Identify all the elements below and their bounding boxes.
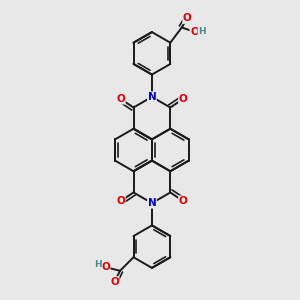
Text: O: O bbox=[116, 196, 125, 206]
Text: O: O bbox=[179, 196, 188, 206]
Text: O: O bbox=[179, 94, 188, 104]
Text: O: O bbox=[190, 27, 199, 37]
Text: O: O bbox=[101, 262, 110, 272]
Text: N: N bbox=[148, 92, 156, 102]
Text: O: O bbox=[116, 94, 125, 104]
Text: O: O bbox=[183, 14, 192, 23]
Text: O: O bbox=[110, 277, 119, 286]
Text: N: N bbox=[148, 198, 156, 208]
Text: H: H bbox=[94, 260, 102, 269]
Text: H: H bbox=[198, 27, 206, 36]
